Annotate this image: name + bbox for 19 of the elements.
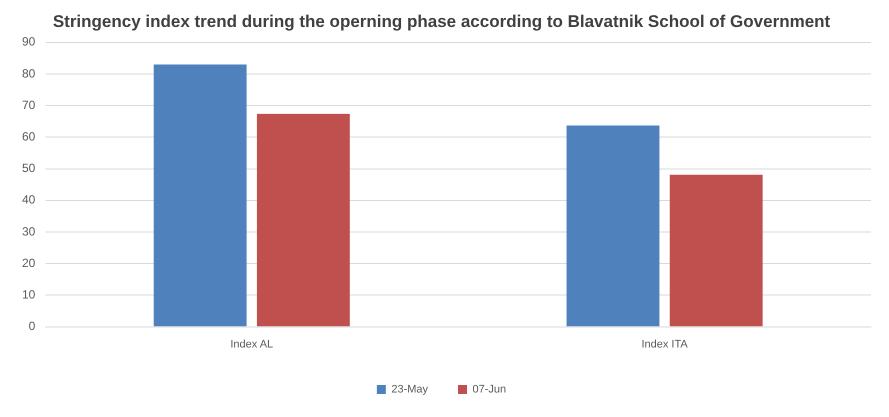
legend-label: 07-Jun	[472, 384, 506, 396]
y-tick-label: 90	[22, 34, 36, 49]
y-tick-label: 40	[22, 192, 36, 207]
y-tick-label: 10	[22, 288, 36, 302]
y-tick-label: 80	[22, 66, 36, 80]
x-tick-label: Index ITA	[641, 338, 688, 350]
x-tick-label: Index AL	[230, 338, 274, 350]
bar	[256, 114, 350, 326]
chart-title: Stringency index trend during the operning phase according to Blavatnik School of Government	[52, 12, 831, 31]
y-tick-label: 50	[22, 161, 36, 176]
y-tick-label: 30	[22, 224, 36, 238]
bar	[566, 126, 660, 326]
bar	[670, 174, 763, 326]
y-tick-label: 60	[22, 130, 36, 144]
bar	[154, 64, 247, 326]
y-tick-label: 70	[22, 98, 36, 112]
y-tick-label: 20	[22, 256, 36, 270]
legend-label: 23-May	[391, 384, 429, 396]
y-tick-label: 0	[28, 319, 36, 334]
